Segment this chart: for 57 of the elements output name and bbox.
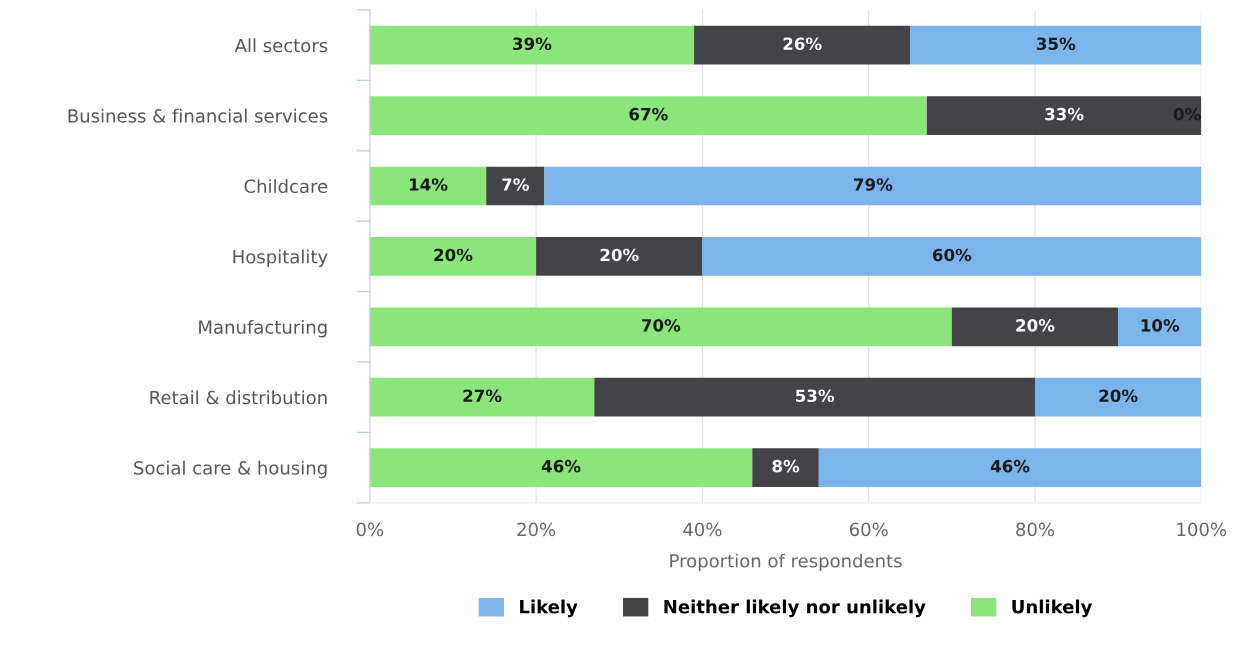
data-label: 26% xyxy=(783,37,822,51)
bar xyxy=(910,25,1202,65)
bar xyxy=(1034,377,1202,417)
bar xyxy=(369,166,487,206)
data-label: 20% xyxy=(1099,389,1138,403)
bar xyxy=(594,377,1035,417)
y-tick-label: Social care & housing xyxy=(134,460,327,479)
data-label: 79% xyxy=(854,178,893,191)
data-label: 7% xyxy=(502,178,529,191)
data-label: 27% xyxy=(463,389,502,403)
data-label: 33% xyxy=(1045,107,1084,121)
x-tick-label: 80% xyxy=(1016,522,1055,537)
bar xyxy=(818,448,1202,487)
bar xyxy=(369,448,753,487)
x-tick-label: 0% xyxy=(356,522,384,537)
data-label: 60% xyxy=(932,248,972,262)
legend-label: Neither likely nor unlikely xyxy=(664,599,926,618)
data-label: 39% xyxy=(513,37,552,51)
data-label: 46% xyxy=(541,459,581,473)
y-tick-label: Manufacturing xyxy=(199,319,327,338)
data-label: 20% xyxy=(1016,319,1055,332)
bar xyxy=(544,166,1202,206)
data-label: 35% xyxy=(1036,37,1076,51)
bar xyxy=(752,448,819,487)
bar xyxy=(926,96,1202,135)
y-tick-label: Business & financial services xyxy=(68,108,328,123)
x-tick-label: 100% xyxy=(1177,522,1227,537)
bar xyxy=(702,237,1202,276)
y-tick-label: All sectors xyxy=(234,38,328,53)
y-tick-label: Retail & distribution xyxy=(150,390,327,405)
bar xyxy=(486,166,545,206)
bar xyxy=(369,96,927,135)
legend-label: Likely xyxy=(520,599,578,618)
bar xyxy=(694,25,911,65)
data-label: 14% xyxy=(409,178,448,191)
bar xyxy=(369,237,537,276)
data-label: 10% xyxy=(1141,319,1180,332)
x-axis-title: Proportion of respondents xyxy=(670,553,902,572)
x-tick-label: 60% xyxy=(849,522,888,537)
data-label: 53% xyxy=(795,389,835,403)
x-tick-label: 40% xyxy=(683,522,722,537)
data-label: 8% xyxy=(772,459,800,473)
data-label: 70% xyxy=(642,319,681,332)
y-tick-label: Childcare xyxy=(244,179,328,194)
bar xyxy=(536,237,703,276)
bar xyxy=(951,307,1119,347)
data-label: 20% xyxy=(600,248,639,262)
bar xyxy=(369,377,595,417)
bar xyxy=(369,307,952,347)
x-tick-label: 20% xyxy=(517,522,556,537)
bar xyxy=(1118,307,1202,347)
data-label: 67% xyxy=(629,107,668,121)
data-label: 46% xyxy=(990,459,1030,473)
data-label: 20% xyxy=(434,248,473,262)
y-tick-label: Hospitality xyxy=(233,249,328,268)
bar xyxy=(369,25,695,65)
legend-label: Unlikely xyxy=(1012,599,1093,618)
